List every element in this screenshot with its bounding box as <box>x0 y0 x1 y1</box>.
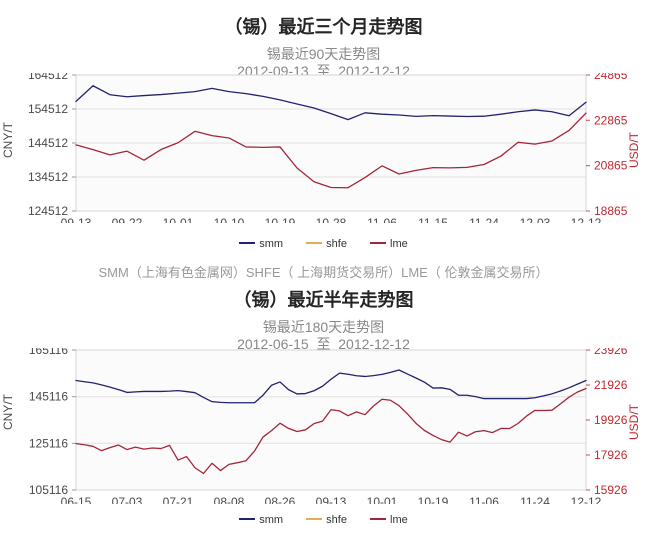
svg-text:144512: 144512 <box>28 136 68 150</box>
svg-text:08-26: 08-26 <box>265 495 296 504</box>
svg-text:07-03: 07-03 <box>112 495 143 504</box>
svg-text:17926: 17926 <box>594 448 628 462</box>
svg-text:07-21: 07-21 <box>163 495 194 504</box>
svg-text:23926: 23926 <box>594 348 628 357</box>
svg-text:21926: 21926 <box>594 378 628 392</box>
svg-text:USD/T: USD/T <box>627 131 641 168</box>
svg-text:06-15: 06-15 <box>61 495 92 504</box>
svg-text:10-10: 10-10 <box>214 216 245 223</box>
svg-text:08-08: 08-08 <box>214 495 245 504</box>
svg-text:154512: 154512 <box>28 102 68 116</box>
svg-text:10-01: 10-01 <box>163 216 194 223</box>
svg-text:12-12: 12-12 <box>571 495 602 504</box>
svg-text:09-13: 09-13 <box>61 216 92 223</box>
svg-text:145116: 145116 <box>29 390 68 404</box>
svg-text:11-15: 11-15 <box>418 216 448 223</box>
svg-text:11-06: 11-06 <box>469 495 499 504</box>
svg-text:11-24: 11-24 <box>520 495 550 504</box>
svg-text:10-28: 10-28 <box>316 216 347 223</box>
svg-text:24865: 24865 <box>594 73 628 82</box>
svg-text:134512: 134512 <box>28 170 68 184</box>
svg-text:09-13: 09-13 <box>316 495 347 504</box>
svg-text:12-03: 12-03 <box>520 216 551 223</box>
svg-text:164512: 164512 <box>28 73 68 82</box>
svg-text:10-19: 10-19 <box>418 495 449 504</box>
svg-text:22865: 22865 <box>594 113 628 127</box>
svg-text:CNY/T: CNY/T <box>1 121 15 158</box>
svg-text:09-22: 09-22 <box>112 216 143 223</box>
svg-text:165116: 165116 <box>29 348 68 357</box>
svg-text:11-06: 11-06 <box>367 216 397 223</box>
svg-text:USD/T: USD/T <box>627 403 641 440</box>
svg-text:CNY/T: CNY/T <box>1 393 15 430</box>
svg-text:19926: 19926 <box>594 413 628 427</box>
svg-text:11-24: 11-24 <box>469 216 499 223</box>
svg-text:10-19: 10-19 <box>265 216 296 223</box>
svg-text:12-12: 12-12 <box>571 216 602 223</box>
svg-text:10-01: 10-01 <box>367 495 398 504</box>
svg-text:20865: 20865 <box>594 159 628 173</box>
svg-text:125116: 125116 <box>29 436 68 450</box>
